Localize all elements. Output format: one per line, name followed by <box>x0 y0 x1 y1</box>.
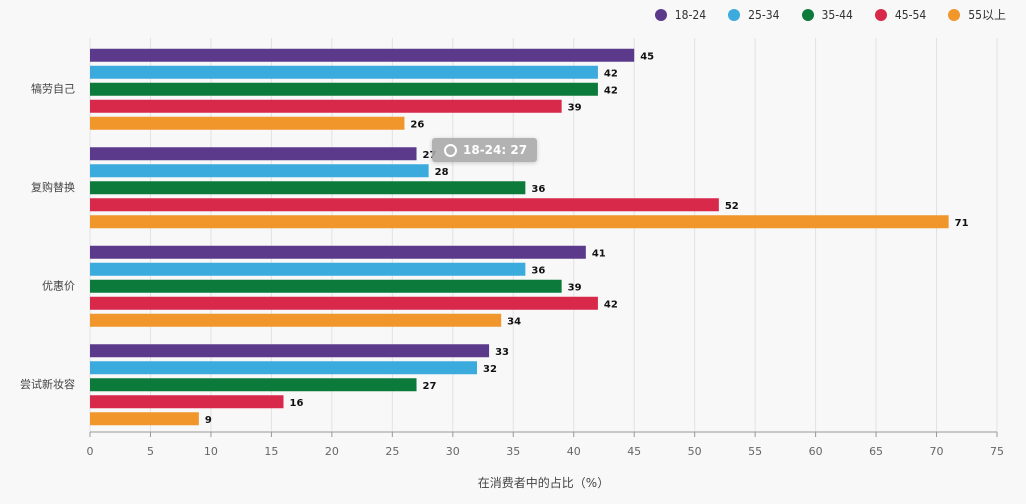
legend-marker-icon <box>874 8 887 21</box>
category-label: 犒劳自己 <box>31 81 75 95</box>
bar <box>90 296 598 310</box>
data-label: 71 <box>955 218 969 229</box>
legend-marker-icon <box>801 8 814 21</box>
x-tick-label: 50 <box>688 445 702 458</box>
bar <box>90 344 490 358</box>
bar <box>90 361 477 375</box>
data-label: 45 <box>640 51 654 62</box>
x-tick-label: 30 <box>446 445 460 458</box>
legend-label: 45-54 <box>894 7 927 22</box>
legend-label: 25-34 <box>748 7 780 22</box>
x-tick-label: 55 <box>748 445 762 458</box>
data-label: 28 <box>435 167 449 178</box>
bar <box>90 164 429 178</box>
tooltip-marker-icon <box>444 143 457 157</box>
legend-marker-icon <box>654 8 667 21</box>
bar <box>90 245 586 259</box>
x-tick-label: 60 <box>809 445 823 458</box>
tooltip: 18-24: 27 <box>432 138 538 162</box>
legend-item-2[interactable]: 35-44 <box>801 7 853 22</box>
x-tick-label: 65 <box>869 445 883 458</box>
bar <box>90 279 562 293</box>
legend-marker-icon <box>728 8 741 21</box>
x-tick-label: 40 <box>567 445 581 458</box>
data-label: 16 <box>289 398 303 409</box>
bar <box>90 48 635 62</box>
data-label: 41 <box>592 248 606 259</box>
x-tick-label: 75 <box>990 445 1004 458</box>
data-label: 52 <box>725 201 739 212</box>
x-tick-label: 0 <box>87 445 94 458</box>
data-label: 34 <box>507 316 521 327</box>
category-label: 复购替换 <box>31 180 75 194</box>
data-label: 42 <box>604 85 618 96</box>
data-label: 39 <box>568 102 582 113</box>
legend: 18-24 25-34 35-44 45-54 55以上 <box>654 6 1006 23</box>
legend-item-4[interactable]: 55以上 <box>948 6 1006 23</box>
legend-label: 55以上 <box>968 8 1006 22</box>
x-tick-label: 35 <box>506 445 520 458</box>
bar <box>90 215 949 229</box>
legend-marker-icon <box>948 8 961 21</box>
data-label: 9 <box>205 415 212 426</box>
x-tick-label: 45 <box>627 445 641 458</box>
data-label: 36 <box>531 265 545 276</box>
bar <box>90 65 598 79</box>
data-label: 27 <box>423 381 437 392</box>
x-tick-label: 15 <box>264 445 278 458</box>
data-label: 33 <box>495 347 509 358</box>
bar <box>90 198 719 212</box>
data-label: 27 <box>423 150 437 161</box>
data-label: 39 <box>568 282 582 293</box>
data-label: 42 <box>604 68 618 79</box>
legend-item-1[interactable]: 25-34 <box>728 7 780 22</box>
legend-label: 35-44 <box>821 7 853 22</box>
x-tick-label: 5 <box>147 445 154 458</box>
category-label: 尝试新妆容 <box>20 377 75 391</box>
bar <box>90 116 405 130</box>
data-label: 26 <box>410 119 424 130</box>
bar <box>90 181 526 195</box>
bar <box>90 147 417 161</box>
category-label: 优惠价 <box>42 278 75 292</box>
x-tick-label: 70 <box>930 445 944 458</box>
tooltip-text: 18-24: 27 <box>463 143 528 157</box>
bar <box>90 82 598 96</box>
bar <box>90 378 417 392</box>
legend-item-3[interactable]: 45-54 <box>874 7 927 22</box>
x-tick-label: 20 <box>325 445 339 458</box>
data-label: 32 <box>483 364 497 375</box>
x-axis-label: 在消费者中的占比（%） <box>478 475 609 490</box>
data-label: 36 <box>531 184 545 195</box>
bar <box>90 395 284 409</box>
data-label: 42 <box>604 299 618 310</box>
bar <box>90 99 562 113</box>
legend-label: 18-24 <box>674 7 707 22</box>
bar <box>90 412 199 426</box>
bar <box>90 313 502 327</box>
x-tick-label: 25 <box>385 445 399 458</box>
bar <box>90 262 526 276</box>
x-tick-label: 10 <box>204 445 218 458</box>
legend-item-0[interactable]: 18-24 <box>654 7 707 22</box>
